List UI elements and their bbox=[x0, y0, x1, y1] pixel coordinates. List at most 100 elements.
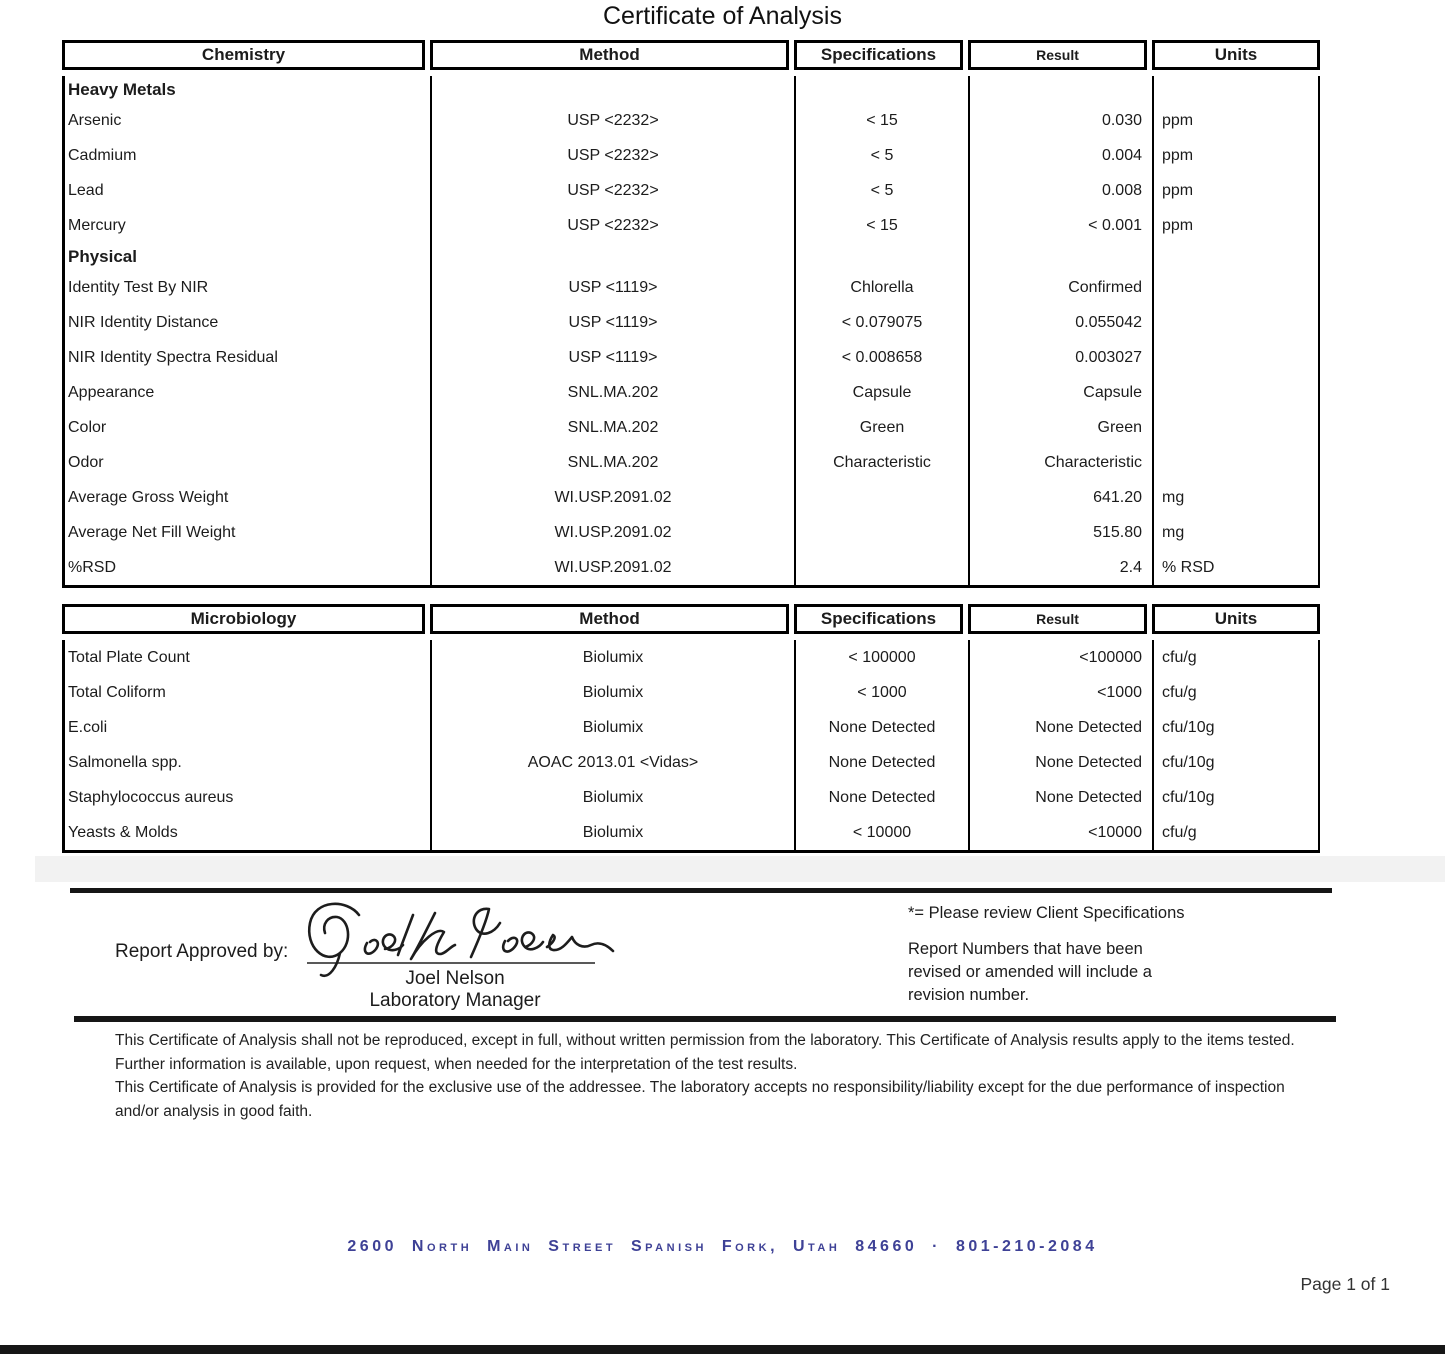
units: cfu/g bbox=[1152, 815, 1318, 850]
method: USP <1119> bbox=[430, 340, 794, 375]
table-row: Identity Test By NIR USP <1119> Chlorella C… bbox=[65, 270, 1318, 305]
specification bbox=[794, 243, 968, 270]
result bbox=[968, 243, 1152, 270]
analyte-name: NIR Identity Distance bbox=[68, 313, 219, 331]
specification bbox=[794, 480, 968, 515]
column-header-result: Result bbox=[968, 40, 1147, 70]
units: mg bbox=[1152, 515, 1318, 550]
table-row: Average Net Fill Weight WI.USP.2091.02 515… bbox=[65, 515, 1318, 550]
scan-shading-band bbox=[35, 856, 1445, 882]
specification: Capsule bbox=[794, 375, 968, 410]
result: Capsule bbox=[968, 375, 1152, 410]
specification: None Detected bbox=[794, 780, 968, 815]
document-title: Certificate of Analysis bbox=[603, 2, 842, 30]
result: 0.004 bbox=[968, 138, 1152, 173]
units bbox=[1152, 243, 1318, 270]
column-header-units: Units bbox=[1152, 604, 1320, 634]
result: <1000 bbox=[968, 675, 1152, 710]
method: Biolumix bbox=[430, 640, 794, 675]
result: 2.4 bbox=[968, 550, 1152, 585]
units: ppm bbox=[1152, 173, 1318, 208]
analyte-name: Arsenic bbox=[68, 111, 122, 129]
analyte-name: Odor bbox=[68, 453, 104, 471]
disclaimer-paragraph-2: This Certificate of Analysis is provided… bbox=[115, 1079, 1285, 1120]
specification: < 0.079075 bbox=[794, 305, 968, 340]
lab-address: 2600 North Main Street Spanish Fork, Uta… bbox=[347, 1238, 1098, 1255]
analyte-name: E.coli bbox=[68, 718, 108, 736]
horizontal-rule-top bbox=[70, 888, 1332, 893]
specification: < 100000 bbox=[794, 640, 968, 675]
table-row: Odor SNL.MA.202 Characteristic Characterist… bbox=[65, 445, 1318, 480]
analyte-name: Physical bbox=[68, 246, 137, 266]
column-header-chemistry: Chemistry bbox=[62, 40, 425, 70]
analyte-name: Average Net Fill Weight bbox=[68, 523, 236, 541]
method: USP <2232> bbox=[430, 173, 794, 208]
result: 641.20 bbox=[968, 480, 1152, 515]
specification bbox=[794, 515, 968, 550]
result: None Detected bbox=[968, 710, 1152, 745]
disclaimer-paragraph-1: This Certificate of Analysis shall not b… bbox=[115, 1032, 1295, 1073]
units bbox=[1152, 270, 1318, 305]
result: <10000 bbox=[968, 815, 1152, 850]
analyte-name: Salmonella spp. bbox=[68, 753, 182, 771]
column-header-result: Result bbox=[968, 604, 1147, 634]
table-row: Arsenic USP <2232> < 15 0.030 ppm bbox=[65, 103, 1318, 138]
table-row: Color SNL.MA.202 Green Green bbox=[65, 410, 1318, 445]
specification: None Detected bbox=[794, 710, 968, 745]
method: USP <1119> bbox=[430, 305, 794, 340]
column-header-microbiology: Microbiology bbox=[62, 604, 425, 634]
table-row: Staphylococcus aureus Biolumix None Detect… bbox=[65, 780, 1318, 815]
specification: < 5 bbox=[794, 173, 968, 208]
method: WI.USP.2091.02 bbox=[430, 515, 794, 550]
method: SNL.MA.202 bbox=[430, 410, 794, 445]
specification: None Detected bbox=[794, 745, 968, 780]
method: USP <1119> bbox=[430, 270, 794, 305]
result: 0.008 bbox=[968, 173, 1152, 208]
microbiology-header-row: Microbiology Method Specifications Result Un… bbox=[62, 604, 1320, 634]
units: cfu/g bbox=[1152, 640, 1318, 675]
report-approved-label: Report Approved by: bbox=[115, 941, 289, 962]
specification bbox=[794, 76, 968, 103]
result: 0.030 bbox=[968, 103, 1152, 138]
column-header-specifications: Specifications bbox=[794, 40, 963, 70]
analyte-name: Identity Test By NIR bbox=[68, 278, 209, 296]
analyte-name: NIR Identity Spectra Residual bbox=[68, 348, 278, 366]
column-header-specifications: Specifications bbox=[794, 604, 963, 634]
specification: Characteristic bbox=[794, 445, 968, 480]
method bbox=[430, 76, 794, 103]
units bbox=[1152, 445, 1318, 480]
specification bbox=[794, 550, 968, 585]
section-row: Heavy Metals bbox=[65, 76, 1318, 103]
revision-note: Report Numbers that have been revised or… bbox=[908, 940, 1152, 1004]
result: 0.055042 bbox=[968, 305, 1152, 340]
method bbox=[430, 243, 794, 270]
units bbox=[1152, 410, 1318, 445]
method: SNL.MA.202 bbox=[430, 375, 794, 410]
analyte-name: Total Coliform bbox=[68, 683, 166, 701]
result: < 0.001 bbox=[968, 208, 1152, 243]
column-header-method: Method bbox=[430, 604, 789, 634]
result: 0.003027 bbox=[968, 340, 1152, 375]
analyte-name: Color bbox=[68, 418, 107, 436]
approver-name: Joel Nelson bbox=[405, 968, 505, 989]
analyte-name: Yeasts & Molds bbox=[68, 823, 178, 841]
table-row: Salmonella spp. AOAC 2013.01 <Vidas> None … bbox=[65, 745, 1318, 780]
table-row: Total Coliform Biolumix < 1000 <1000 cfu/g bbox=[65, 675, 1318, 710]
method: AOAC 2013.01 <Vidas> bbox=[430, 745, 794, 780]
specification: Green bbox=[794, 410, 968, 445]
table-row: Total Plate Count Biolumix < 100000 <100000… bbox=[65, 640, 1318, 675]
specification: < 0.008658 bbox=[794, 340, 968, 375]
page-edge-bar bbox=[0, 1345, 1445, 1354]
horizontal-rule-bottom bbox=[74, 1016, 1336, 1022]
result: Green bbox=[968, 410, 1152, 445]
table-row: Appearance SNL.MA.202 Capsule Capsule bbox=[65, 375, 1318, 410]
units: cfu/10g bbox=[1152, 710, 1318, 745]
analyte-name: Cadmium bbox=[68, 146, 137, 164]
table-row: NIR Identity Distance USP <1119> < 0.07907… bbox=[65, 305, 1318, 340]
units: cfu/10g bbox=[1152, 745, 1318, 780]
signature-drawing bbox=[307, 902, 615, 978]
method: SNL.MA.202 bbox=[430, 445, 794, 480]
units: % RSD bbox=[1152, 550, 1318, 585]
analyte-name: Lead bbox=[68, 181, 104, 199]
